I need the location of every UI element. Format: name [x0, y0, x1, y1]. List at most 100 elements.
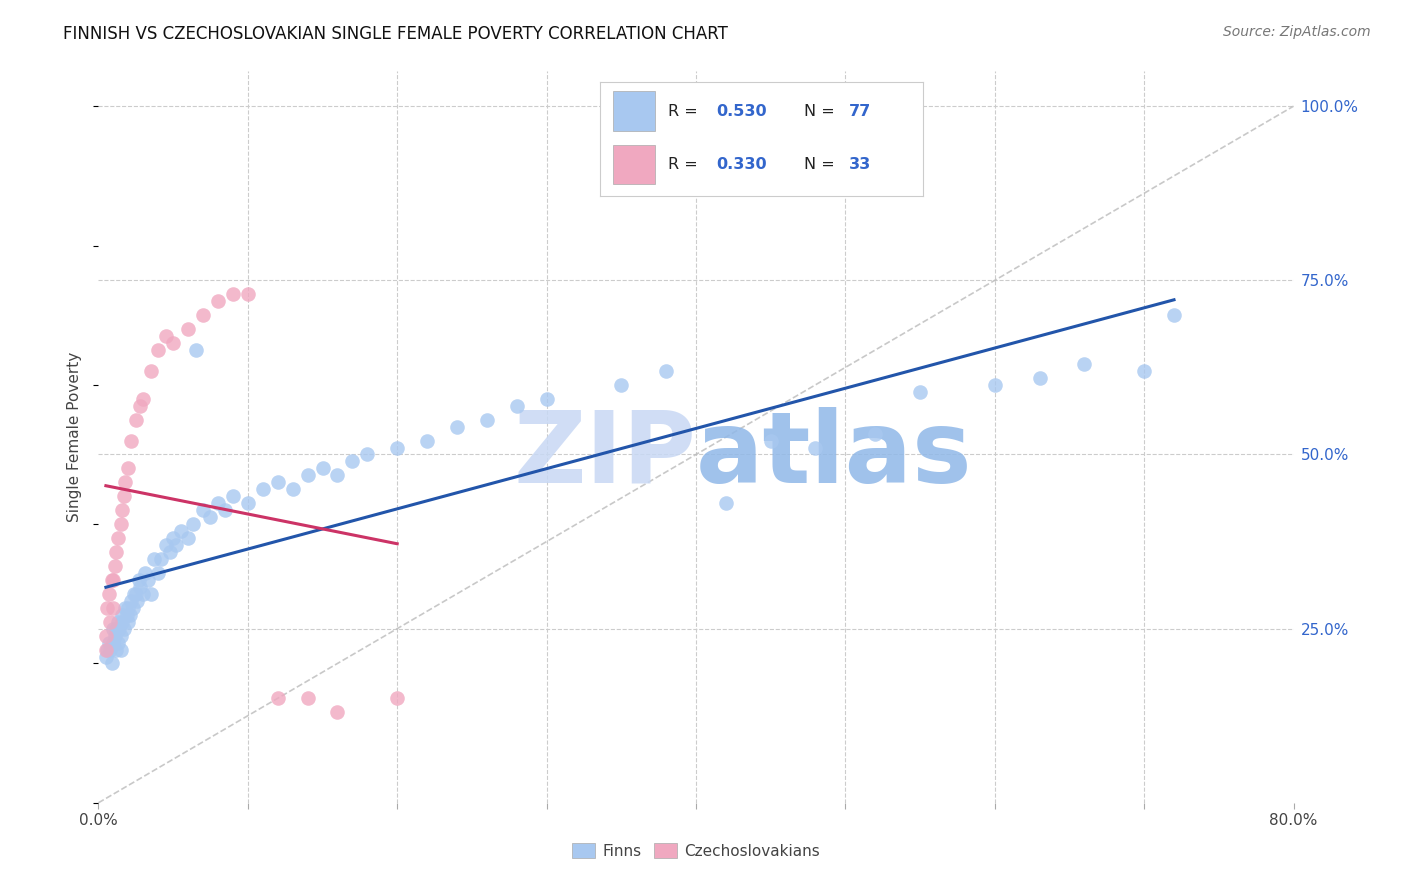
- Czechoslovakians: [97, 587, 120, 601]
- Finns: [121, 600, 143, 615]
- Text: Source: ZipAtlas.com: Source: ZipAtlas.com: [1223, 25, 1371, 39]
- Czechoslovakians: [101, 573, 124, 587]
- Finns: [759, 434, 782, 448]
- Czechoslovakians: [177, 322, 200, 336]
- Finns: [610, 377, 633, 392]
- Finns: [536, 392, 558, 406]
- Finns: [129, 580, 152, 594]
- Finns: [142, 552, 165, 566]
- Finns: [112, 622, 135, 636]
- Finns: [111, 615, 134, 629]
- Finns: [134, 566, 156, 580]
- Czechoslovakians: [222, 287, 245, 301]
- Czechoslovakians: [103, 600, 125, 615]
- Finns: [118, 607, 141, 622]
- Finns: [117, 600, 139, 615]
- Finns: [105, 642, 128, 657]
- Czechoslovakians: [385, 691, 409, 706]
- Finns: [184, 343, 207, 357]
- Finns: [714, 496, 737, 510]
- Finns: [181, 517, 204, 532]
- Finns: [984, 377, 1007, 392]
- Finns: [111, 607, 134, 622]
- Finns: [98, 642, 122, 657]
- Finns: [169, 524, 191, 538]
- Finns: [326, 468, 349, 483]
- Finns: [207, 496, 229, 510]
- Czechoslovakians: [107, 531, 129, 545]
- Czechoslovakians: [297, 691, 319, 706]
- Finns: [155, 538, 177, 552]
- Finns: [655, 364, 678, 378]
- Finns: [200, 510, 222, 524]
- Finns: [101, 657, 124, 671]
- Finns: [128, 573, 150, 587]
- Finns: [908, 384, 931, 399]
- Text: ZIP: ZIP: [513, 407, 696, 504]
- Finns: [475, 412, 498, 426]
- Finns: [107, 615, 129, 629]
- Finns: [117, 615, 139, 629]
- Finns: [150, 552, 173, 566]
- Y-axis label: Single Female Poverty: Single Female Poverty: [67, 352, 83, 522]
- Czechoslovakians: [114, 475, 136, 490]
- Czechoslovakians: [98, 615, 122, 629]
- Finns: [356, 448, 378, 462]
- Czechoslovakians: [267, 691, 290, 706]
- Czechoslovakians: [94, 629, 117, 643]
- Finns: [342, 454, 364, 468]
- Czechoslovakians: [155, 329, 177, 343]
- Czechoslovakians: [236, 287, 259, 301]
- Finns: [214, 503, 236, 517]
- Czechoslovakians: [94, 642, 117, 657]
- Finns: [114, 600, 136, 615]
- Finns: [506, 399, 529, 413]
- Czechoslovakians: [148, 343, 170, 357]
- Finns: [177, 531, 200, 545]
- Czechoslovakians: [139, 364, 162, 378]
- Finns: [281, 483, 304, 497]
- Finns: [127, 594, 149, 608]
- Czechoslovakians: [162, 336, 184, 351]
- Finns: [120, 594, 142, 608]
- Finns: [236, 496, 259, 510]
- Finns: [165, 538, 187, 552]
- Finns: [252, 483, 274, 497]
- Finns: [132, 587, 155, 601]
- Czechoslovakians: [120, 434, 142, 448]
- Finns: [1028, 371, 1050, 385]
- Finns: [108, 622, 131, 636]
- Finns: [191, 503, 214, 517]
- Finns: [416, 434, 439, 448]
- Czechoslovakians: [129, 399, 152, 413]
- Czechoslovakians: [111, 503, 134, 517]
- Czechoslovakians: [104, 558, 127, 573]
- Finns: [94, 649, 117, 664]
- Finns: [115, 607, 138, 622]
- Finns: [148, 566, 170, 580]
- Finns: [107, 635, 129, 649]
- Czechoslovakians: [191, 308, 214, 322]
- Finns: [136, 573, 159, 587]
- Czechoslovakians: [326, 705, 349, 719]
- Czechoslovakians: [110, 517, 132, 532]
- Finns: [124, 587, 146, 601]
- Czechoslovakians: [117, 461, 139, 475]
- Finns: [96, 642, 118, 657]
- Finns: [139, 587, 162, 601]
- Finns: [159, 545, 181, 559]
- Finns: [97, 635, 120, 649]
- Czechoslovakians: [112, 489, 135, 503]
- Finns: [110, 629, 132, 643]
- Finns: [103, 635, 125, 649]
- Finns: [385, 441, 409, 455]
- Finns: [1073, 357, 1095, 371]
- Text: FINNISH VS CZECHOSLOVAKIAN SINGLE FEMALE POVERTY CORRELATION CHART: FINNISH VS CZECHOSLOVAKIAN SINGLE FEMALE…: [63, 25, 728, 43]
- Finns: [267, 475, 290, 490]
- Finns: [104, 629, 127, 643]
- Finns: [105, 622, 128, 636]
- Finns: [222, 489, 245, 503]
- Czechoslovakians: [103, 573, 125, 587]
- Finns: [1133, 364, 1156, 378]
- Text: atlas: atlas: [696, 407, 973, 504]
